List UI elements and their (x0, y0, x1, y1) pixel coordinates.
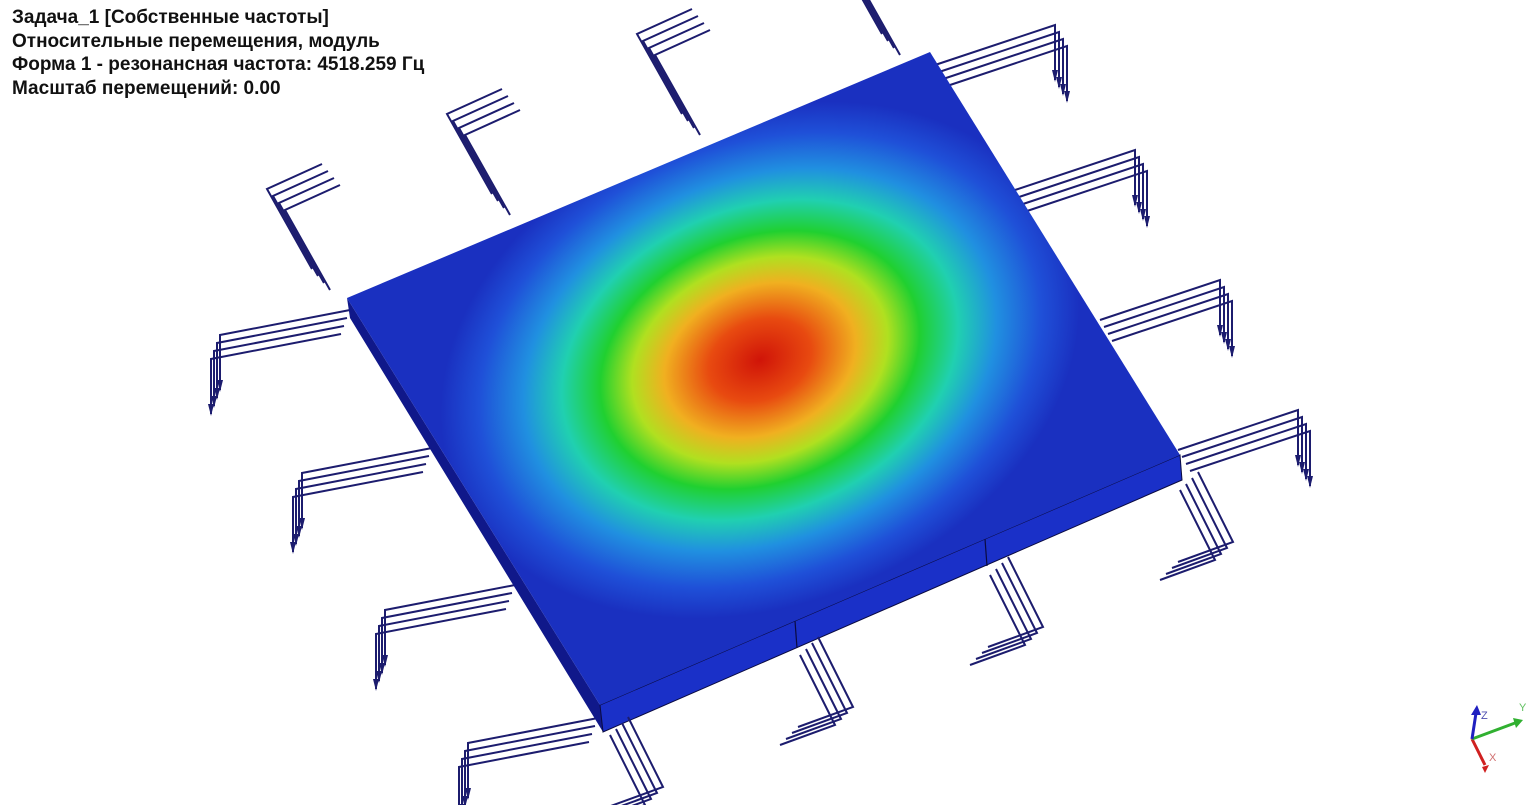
support-arrow-icon (1307, 476, 1313, 488)
support-arrow-icon (293, 534, 299, 546)
support-arrow-icon (1295, 455, 1301, 467)
fixed-support-icon (934, 23, 1070, 103)
plate (347, 52, 1183, 733)
support-arrow-icon (211, 396, 217, 408)
support-arrow-icon (1052, 70, 1058, 82)
result-info-overlay: Задача_1 [Собственные частоты] Относител… (12, 6, 424, 100)
fixed-support-icon (208, 309, 351, 416)
axis-z-line (1470, 712, 1478, 740)
fixed-support-icon (1014, 148, 1150, 228)
support-arrow-icon (1229, 346, 1235, 358)
support-arrow-icon (217, 380, 223, 392)
fixed-support-icon (1159, 471, 1235, 581)
fixed-support-icon (458, 717, 599, 805)
support-arrow-icon (1225, 339, 1231, 351)
fixed-support-icon (1099, 278, 1235, 358)
axis-triad: Z Y X (1470, 702, 1527, 773)
fixed-support-icon (779, 636, 855, 746)
axis-x-line (1470, 738, 1487, 766)
support-arrow-icon (1221, 332, 1227, 344)
support-arrow-icon (1132, 195, 1138, 207)
axis-y-line (1471, 721, 1516, 741)
support-arrow-icon (1060, 84, 1066, 96)
support-arrow-icon (465, 788, 471, 800)
fixed-support-icon (445, 88, 521, 216)
support-arrow-icon (1217, 325, 1223, 337)
axis-z-arrow-icon (1471, 705, 1481, 715)
axis-x-arrow-icon (1482, 765, 1489, 773)
mode-frequency-label: Форма 1 - резонансная частота: 4518.259 … (12, 54, 425, 75)
fixed-support-icon (609, 716, 665, 805)
supports-back (208, 0, 1313, 805)
support-arrow-icon (373, 679, 379, 691)
support-arrow-icon (1136, 202, 1142, 214)
displacement-scale-label: Масштаб перемещений: 0.00 (12, 77, 281, 99)
support-arrow-icon (299, 518, 305, 530)
plate-left-side (347, 298, 603, 732)
support-arrow-icon (290, 542, 296, 554)
axis-y-label: Y (1519, 702, 1527, 714)
support-arrow-icon (1299, 462, 1305, 474)
support-arrow-icon (214, 388, 220, 400)
support-arrow-icon (379, 663, 385, 675)
support-arrow-icon (462, 796, 468, 805)
axis-y-arrow-icon (1513, 718, 1523, 728)
plate-top-contour (347, 52, 1180, 705)
support-arrow-icon (208, 404, 214, 416)
axis-z-label: Z (1481, 710, 1488, 722)
front-edge-divider (984, 538, 988, 567)
support-arrow-icon (1056, 77, 1062, 89)
fixed-support-icon (635, 8, 711, 136)
fixed-support-icon (373, 584, 516, 691)
support-arrow-icon (1144, 216, 1150, 228)
support-arrow-icon (1140, 209, 1146, 221)
front-edge-divider (794, 620, 798, 649)
fixed-support-icon (265, 163, 341, 291)
fixed-support-icon (861, 0, 901, 56)
support-arrow-icon (376, 671, 382, 683)
support-arrow-icon (296, 526, 302, 538)
fixed-support-icon (290, 447, 433, 554)
task-title: Задача_1 [Собственные частоты] (12, 7, 329, 28)
supports-front (609, 471, 1235, 805)
fixed-support-icon (969, 556, 1045, 666)
support-arrow-icon (1064, 91, 1070, 103)
support-arrow-icon (1303, 469, 1309, 481)
support-arrow-icon (382, 655, 388, 667)
result-type-label: Относительные перемещения, модуль (12, 30, 380, 52)
fixed-support-icon (1177, 408, 1313, 488)
axis-x-label: X (1489, 752, 1497, 764)
